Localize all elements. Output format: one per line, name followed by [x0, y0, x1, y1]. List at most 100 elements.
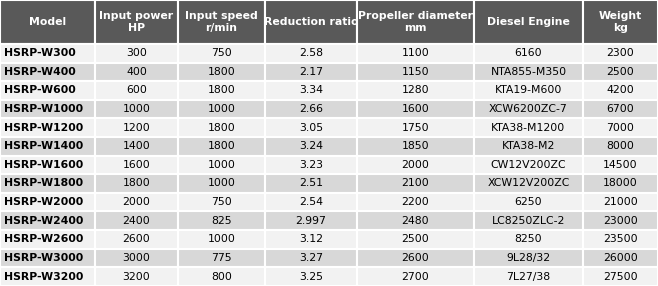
Bar	[95, 81, 178, 100]
Text: 2.17: 2.17	[299, 67, 323, 77]
Text: Input power
HP: Input power HP	[99, 11, 174, 33]
Bar	[583, 156, 658, 174]
Text: 400: 400	[126, 67, 147, 77]
Bar	[178, 249, 265, 267]
Bar	[0, 156, 95, 174]
Text: Input speed
r/min: Input speed r/min	[185, 11, 258, 33]
Bar	[178, 44, 265, 63]
Text: 3.05: 3.05	[299, 123, 323, 133]
Text: KTA38-M1200: KTA38-M1200	[492, 123, 566, 133]
Bar	[265, 174, 357, 193]
Text: 1400: 1400	[122, 141, 151, 151]
Text: 3000: 3000	[122, 253, 151, 263]
Text: 27500: 27500	[603, 271, 638, 281]
Text: HSRP-W2400: HSRP-W2400	[4, 216, 84, 226]
Text: 2600: 2600	[401, 253, 430, 263]
Text: Weight
kg: Weight kg	[599, 11, 642, 33]
Bar	[178, 137, 265, 156]
Bar	[357, 100, 474, 118]
Text: HSRP-W1800: HSRP-W1800	[4, 178, 83, 188]
Bar	[265, 230, 357, 249]
Text: 2.997: 2.997	[295, 216, 326, 226]
Bar	[95, 44, 178, 63]
Text: 8250: 8250	[515, 234, 542, 244]
Bar	[265, 249, 357, 267]
Bar	[265, 81, 357, 100]
Bar	[0, 118, 95, 137]
Bar	[583, 118, 658, 137]
Bar	[474, 211, 583, 230]
Bar	[474, 81, 583, 100]
Bar	[265, 267, 357, 286]
Text: 8000: 8000	[607, 141, 634, 151]
Text: HSRP-W1000: HSRP-W1000	[4, 104, 83, 114]
Text: 2000: 2000	[401, 160, 430, 170]
Text: 6250: 6250	[515, 197, 542, 207]
Bar	[0, 211, 95, 230]
Text: 2.58: 2.58	[299, 48, 323, 58]
Text: Propeller diameter
mm: Propeller diameter mm	[358, 11, 473, 33]
Text: 1150: 1150	[401, 67, 429, 77]
Text: 1000: 1000	[207, 234, 236, 244]
Bar	[474, 174, 583, 193]
Text: 18000: 18000	[603, 178, 638, 188]
Text: 1600: 1600	[122, 160, 151, 170]
Text: 1800: 1800	[208, 123, 236, 133]
Text: HSRP-W2000: HSRP-W2000	[4, 197, 84, 207]
Bar	[265, 100, 357, 118]
Text: 3.24: 3.24	[299, 141, 323, 151]
Text: 2700: 2700	[401, 271, 430, 281]
Text: 1000: 1000	[122, 104, 151, 114]
Bar	[0, 100, 95, 118]
Text: HSRP-W400: HSRP-W400	[4, 67, 76, 77]
Bar	[178, 81, 265, 100]
Text: 2.51: 2.51	[299, 178, 323, 188]
Bar	[95, 100, 178, 118]
Bar	[474, 137, 583, 156]
Text: 2400: 2400	[122, 216, 151, 226]
Text: HSRP-W1600: HSRP-W1600	[4, 160, 84, 170]
Text: 2.54: 2.54	[299, 197, 323, 207]
Text: CW12V200ZC: CW12V200ZC	[491, 160, 567, 170]
Text: 14500: 14500	[603, 160, 638, 170]
Bar	[178, 0, 265, 44]
Text: KTA38-M2: KTA38-M2	[502, 141, 555, 151]
Bar	[178, 230, 265, 249]
Text: 26000: 26000	[603, 253, 638, 263]
Text: 2300: 2300	[607, 48, 634, 58]
Bar	[357, 0, 474, 44]
Text: 800: 800	[211, 271, 232, 281]
Bar	[583, 174, 658, 193]
Bar	[357, 81, 474, 100]
Text: 3200: 3200	[122, 271, 151, 281]
Bar	[0, 267, 95, 286]
Bar	[474, 156, 583, 174]
Text: 775: 775	[211, 253, 232, 263]
Bar	[0, 249, 95, 267]
Text: 3.23: 3.23	[299, 160, 323, 170]
Text: 2100: 2100	[401, 178, 430, 188]
Text: 1800: 1800	[122, 178, 151, 188]
Bar	[583, 267, 658, 286]
Text: LC8250ZLC-2: LC8250ZLC-2	[492, 216, 565, 226]
Bar	[0, 193, 95, 211]
Text: 4200: 4200	[607, 86, 634, 96]
Text: 1800: 1800	[208, 86, 236, 96]
Bar	[357, 230, 474, 249]
Bar	[178, 193, 265, 211]
Bar	[265, 0, 357, 44]
Bar	[265, 211, 357, 230]
Bar	[95, 137, 178, 156]
Bar	[474, 193, 583, 211]
Bar	[95, 249, 178, 267]
Text: 1000: 1000	[207, 178, 236, 188]
Bar	[357, 249, 474, 267]
Text: 3.12: 3.12	[299, 234, 323, 244]
Bar	[265, 193, 357, 211]
Text: 2500: 2500	[607, 67, 634, 77]
Bar	[357, 63, 474, 81]
Text: 1000: 1000	[207, 160, 236, 170]
Text: 1200: 1200	[122, 123, 151, 133]
Bar	[0, 0, 95, 44]
Bar	[265, 63, 357, 81]
